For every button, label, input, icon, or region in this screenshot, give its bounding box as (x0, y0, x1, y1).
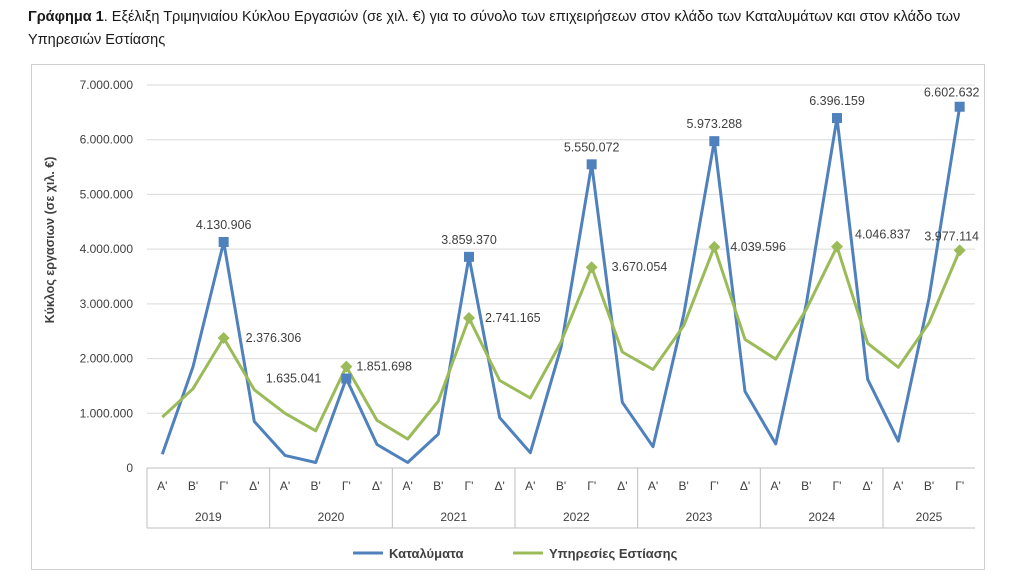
y-tick-label: 2.000.000 (80, 352, 134, 366)
x-tick-label-quarter: Δ' (740, 479, 750, 493)
data-point-accommodation (464, 251, 474, 262)
data-label-food-services: 4.046.837 (855, 228, 911, 242)
data-point-accommodation (832, 113, 842, 124)
x-tick-label-quarter: Γ' (342, 479, 351, 493)
x-tick-label-year: 2021 (440, 510, 467, 524)
caption-text: . Εξέλιξη Τριμηνιαίου Κύκλου Εργασιών (σ… (28, 9, 961, 48)
data-point-food-services (463, 312, 475, 325)
data-point-accommodation (341, 373, 352, 384)
x-tick-label-quarter: Α' (525, 479, 535, 493)
data-point-accommodation (954, 101, 965, 112)
x-tick-label-quarter: Δ' (495, 479, 505, 493)
x-tick-label-quarter: Α' (280, 479, 290, 493)
series-line-food-services (161, 245, 962, 441)
y-tick-label: 7.000.000 (80, 78, 134, 92)
data-label-accommodation: 1.635.041 (266, 372, 322, 386)
x-tick-label-quarter: Δ' (863, 479, 873, 493)
y-tick-label: 3.000.000 (80, 297, 134, 311)
chart-caption: Γράφημα 1. Εξέλιξη Τριμηνιαίου Κύκλου Ερ… (28, 6, 998, 52)
data-label-food-services: 2.741.165 (485, 311, 541, 325)
data-label-food-services: 3.670.054 (612, 260, 668, 274)
x-tick-label-quarter: Α' (893, 479, 903, 493)
x-tick-label-quarter: Α' (157, 479, 167, 493)
x-tick-label-quarter: Δ' (372, 479, 382, 493)
data-label-food-services: 1.851.698 (356, 360, 412, 374)
data-label-accommodation: 6.396.159 (809, 94, 865, 108)
x-tick-label-year: 2023 (686, 510, 713, 524)
y-tick-label: 6.000.000 (80, 133, 134, 147)
data-point-food-services (585, 261, 598, 274)
x-tick-label-quarter: Γ' (219, 479, 228, 493)
legend-label: Υπηρεσίες Εστίασης (549, 546, 678, 561)
data-point-accommodation (709, 136, 720, 147)
y-tick-label: 4.000.000 (80, 242, 134, 256)
y-axis-title: Κύκλος εργασιων (σε χιλ. €) (43, 157, 57, 324)
data-point-accommodation (218, 236, 229, 247)
data-point-accommodation (586, 159, 597, 170)
x-tick-label-quarter: Α' (771, 479, 781, 493)
data-label-accommodation: 6.602.632 (924, 86, 980, 100)
data-label-accommodation: 5.550.072 (564, 140, 620, 154)
y-tick-label: 0 (126, 461, 133, 475)
data-label-accommodation: 4.130.906 (196, 218, 252, 232)
y-tick-label: 5.000.000 (80, 187, 134, 201)
x-tick-label-quarter: Γ' (710, 479, 719, 493)
x-tick-label-quarter: Γ' (587, 479, 596, 493)
x-tick-label-quarter: Α' (648, 479, 658, 493)
y-tick-label: 1.000.000 (80, 406, 134, 420)
data-point-food-services (217, 331, 230, 344)
x-tick-label-year: 2022 (563, 510, 590, 524)
data-point-food-services (708, 240, 721, 253)
x-tick-label-quarter: Δ' (617, 479, 627, 493)
data-label-accommodation: 3.859.370 (441, 233, 497, 247)
x-tick-label-quarter: Β' (188, 479, 198, 493)
x-tick-label-quarter: Α' (403, 479, 413, 493)
x-tick-label-year: 2019 (195, 510, 222, 524)
x-tick-label-year: 2024 (808, 510, 835, 524)
x-tick-label-year: 2025 (916, 510, 943, 524)
x-tick-label-quarter: Δ' (249, 479, 259, 493)
data-label-accommodation: 5.973.288 (687, 117, 743, 131)
x-tick-label-quarter: Β' (801, 479, 811, 493)
x-tick-label-quarter: Β' (679, 479, 689, 493)
data-point-food-services (953, 244, 966, 257)
x-tick-label-year: 2020 (318, 510, 345, 524)
x-tick-label-quarter: Β' (556, 479, 566, 493)
data-label-food-services: 2.376.306 (246, 331, 302, 345)
legend-label: Καταλύματα (389, 546, 464, 561)
data-point-food-services (340, 360, 353, 373)
x-tick-label-quarter: Γ' (833, 479, 842, 493)
data-point-food-services (831, 240, 843, 253)
x-tick-label-quarter: Β' (433, 479, 443, 493)
x-tick-label-quarter: Β' (311, 479, 321, 493)
data-label-food-services: 4.039.596 (730, 240, 786, 254)
series-line-accommodation (160, 106, 962, 464)
data-label-food-services: 3.977.114 (924, 229, 979, 243)
x-tick-label-quarter: Β' (924, 479, 934, 493)
caption-label: Γράφημα 1 (28, 9, 104, 25)
chart-frame (31, 64, 985, 570)
x-tick-label-quarter: Γ' (465, 479, 474, 493)
x-tick-label-quarter: Γ' (955, 479, 964, 493)
